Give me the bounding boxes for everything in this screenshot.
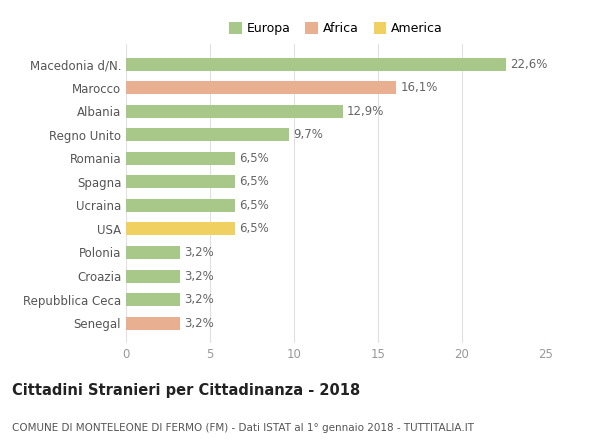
Text: 3,2%: 3,2% xyxy=(184,246,214,259)
Bar xyxy=(126,223,235,235)
Text: 9,7%: 9,7% xyxy=(293,128,323,141)
Text: Cittadini Stranieri per Cittadinanza - 2018: Cittadini Stranieri per Cittadinanza - 2… xyxy=(12,383,360,398)
Text: 6,5%: 6,5% xyxy=(239,152,269,165)
Bar xyxy=(126,152,235,165)
Text: 16,1%: 16,1% xyxy=(401,81,438,94)
Bar xyxy=(126,105,343,117)
Legend: Europa, Africa, America: Europa, Africa, America xyxy=(224,17,448,40)
Text: 12,9%: 12,9% xyxy=(347,105,384,117)
Bar xyxy=(126,270,180,282)
Text: 3,2%: 3,2% xyxy=(184,293,214,306)
Text: COMUNE DI MONTELEONE DI FERMO (FM) - Dati ISTAT al 1° gennaio 2018 - TUTTITALIA.: COMUNE DI MONTELEONE DI FERMO (FM) - Dat… xyxy=(12,423,474,433)
Bar xyxy=(126,317,180,330)
Text: 3,2%: 3,2% xyxy=(184,270,214,282)
Bar xyxy=(126,199,235,212)
Text: 3,2%: 3,2% xyxy=(184,317,214,330)
Text: 22,6%: 22,6% xyxy=(510,58,547,70)
Text: 6,5%: 6,5% xyxy=(239,175,269,188)
Text: 6,5%: 6,5% xyxy=(239,223,269,235)
Bar xyxy=(126,176,235,188)
Bar xyxy=(126,128,289,141)
Text: 6,5%: 6,5% xyxy=(239,199,269,212)
Bar xyxy=(126,81,397,94)
Bar xyxy=(126,58,506,70)
Bar xyxy=(126,246,180,259)
Bar xyxy=(126,293,180,306)
